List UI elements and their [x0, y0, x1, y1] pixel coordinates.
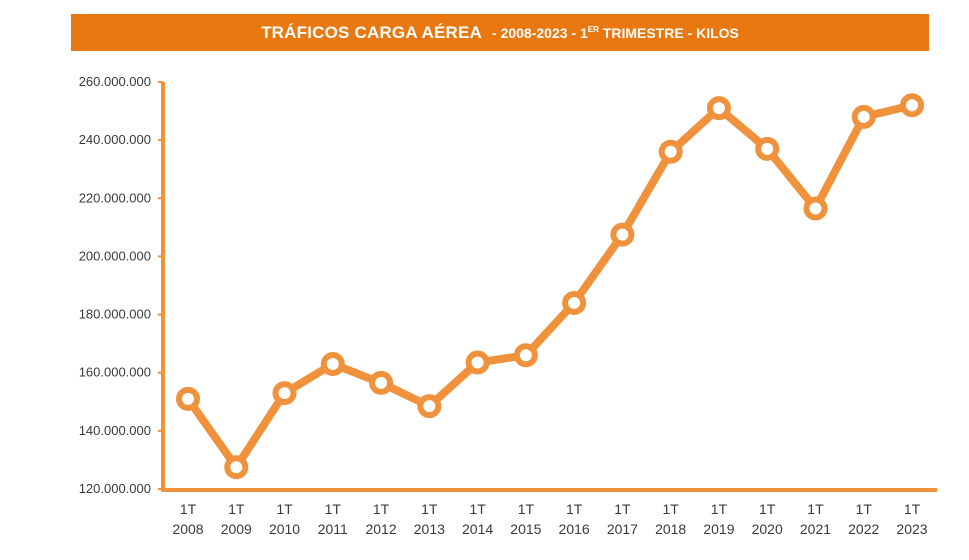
x-tick-labels: 1T 2008 1T 2009 1T 2010 1T 2011 1T 2012 1T 2013 1T 20… — [172, 501, 927, 537]
y-tick-label: 140.000.000 — [79, 423, 151, 438]
chart-subtitle-separator: - — [492, 24, 497, 41]
x-tick-label-year: 2016 — [559, 521, 590, 537]
data-point-marker — [755, 136, 780, 161]
x-tick-label-year: 2022 — [848, 521, 879, 537]
chart-subtitle-range: 2008-2023 - 1 — [500, 24, 588, 41]
y-tick-label: 240.000.000 — [79, 132, 151, 147]
x-tick-label-quarter: 1T — [904, 501, 921, 517]
chart-title: TRÁFICOS CARGA AÉREA — [261, 22, 483, 42]
x-tick-label-year: 2015 — [510, 521, 541, 537]
data-point-marker — [658, 139, 683, 164]
x-tick-label-quarter: 1T — [759, 501, 776, 517]
x-tick-label-quarter: 1T — [421, 501, 438, 517]
data-point-marker — [176, 386, 200, 411]
y-tick-label: 180.000.000 — [79, 307, 151, 322]
y-axis — [158, 81, 165, 491]
data-point-marker — [706, 96, 731, 121]
x-tick-label-quarter: 1T — [856, 501, 873, 517]
chart-title-bar: TRÁFICOS CARGA AÉREA - 2008-2023 - 1ER T… — [71, 14, 929, 51]
x-tick-label-quarter: 1T — [325, 501, 342, 517]
x-tick-label-quarter: 1T — [807, 501, 824, 517]
data-point-marker — [900, 93, 924, 118]
data-point-marker — [465, 350, 490, 375]
chart-subtitle: 2008-2023 - 1ER TRIMESTRE - KILOS — [497, 25, 739, 41]
x-tick-label-quarter: 1T — [276, 501, 293, 517]
x-tick-label-year: 2018 — [655, 521, 686, 537]
x-tick-label-quarter: 1T — [614, 501, 631, 517]
y-tick-label: 160.000.000 — [79, 365, 151, 380]
series-line — [184, 101, 916, 472]
x-tick-label-quarter: 1T — [662, 501, 679, 517]
data-point-marker — [610, 222, 635, 247]
x-tick-label-year: 2012 — [365, 521, 396, 537]
x-tick-label-year: 2010 — [269, 521, 300, 537]
x-tick-label-quarter: 1T — [518, 501, 535, 517]
series-line-group — [184, 101, 916, 472]
y-tick-label: 120.000.000 — [79, 481, 151, 496]
data-markers — [176, 93, 924, 480]
x-tick-label-year: 2017 — [607, 521, 638, 537]
y-tick-label: 220.000.000 — [79, 190, 151, 205]
x-tick-label-quarter: 1T — [469, 501, 486, 517]
x-tick-label-year: 2011 — [318, 521, 348, 537]
x-tick-label-quarter: 1T — [180, 501, 197, 517]
data-point-marker — [272, 381, 297, 406]
chart-subtitle-superscript: ER — [587, 24, 599, 34]
chart-subtitle-rest: TRIMESTRE - KILOS — [598, 24, 739, 41]
x-tick-label-year: 2020 — [752, 521, 783, 537]
data-point-marker — [224, 455, 249, 480]
data-point-marker — [320, 351, 345, 376]
x-tick-label-year: 2013 — [414, 521, 445, 537]
data-point-marker — [851, 104, 876, 129]
y-tick-label: 260.000.000 — [79, 74, 151, 89]
y-tick-labels: 120.000.000 140.000.000 160.000.000 180.000… — [79, 74, 151, 496]
data-point-marker — [562, 290, 587, 315]
x-tick-label-quarter: 1T — [228, 501, 245, 517]
y-tick-label: 200.000.000 — [79, 248, 151, 263]
x-tick-label-year: 2008 — [172, 521, 203, 537]
x-tick-label-quarter: 1T — [711, 501, 728, 517]
x-tick-label-quarter: 1T — [373, 501, 390, 517]
x-tick-label-year: 2021 — [800, 521, 831, 537]
x-tick-label-year: 2023 — [896, 521, 927, 537]
x-tick-label-quarter: 1T — [566, 501, 583, 517]
data-point-marker — [417, 394, 442, 419]
x-tick-label-year: 2009 — [221, 521, 252, 537]
x-tick-label-year: 2019 — [703, 521, 734, 537]
x-tick-label-year: 2014 — [462, 521, 493, 537]
data-point-marker — [513, 343, 538, 368]
data-point-marker — [803, 196, 828, 221]
data-point-marker — [369, 370, 394, 395]
